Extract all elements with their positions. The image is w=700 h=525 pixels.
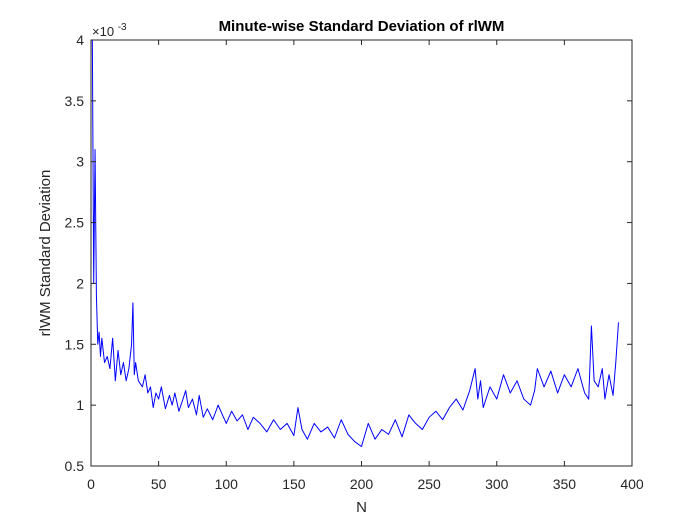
y-tick-label: 3.5 (65, 93, 85, 109)
y-axis-multiplier-base: ×10 (92, 24, 114, 39)
y-tick-label: 4 (76, 32, 84, 48)
x-tick-label: 50 (151, 476, 167, 492)
y-tick-label: 0.5 (65, 458, 85, 474)
x-tick-label: 0 (87, 476, 95, 492)
x-tick-label: 400 (620, 476, 644, 492)
series-line-1 (91, 39, 619, 448)
x-tick-label: 250 (417, 476, 441, 492)
x-tick-label: 300 (485, 476, 509, 492)
y-axis-label: rlWM Standard Deviation (37, 170, 54, 337)
x-tick-label: 350 (553, 476, 577, 492)
y-tick-label: 1 (76, 397, 84, 413)
y-tick-label: 3 (76, 154, 84, 170)
y-tick-label: 2 (76, 275, 84, 291)
series-layer (91, 39, 619, 448)
x-tick-label: 100 (215, 476, 239, 492)
axes-layer: 0 50 100 150 200 250 300 350 400 0.5 1 1.5 2 2.5 3 3.5 4 (65, 32, 644, 492)
x-tick-label: 150 (282, 476, 306, 492)
y-axis-multiplier: ×10 -3 (92, 22, 127, 39)
plot-area (91, 40, 632, 466)
y-axis-multiplier-exponent: -3 (118, 22, 127, 33)
y-tick-label: 2.5 (65, 215, 85, 231)
y-tick-label: 1.5 (65, 336, 85, 352)
chart-title: Minute-wise Standard Deviation of rlWM (219, 18, 505, 35)
x-tick-label: 200 (350, 476, 374, 492)
x-axis-label: N (356, 499, 367, 516)
